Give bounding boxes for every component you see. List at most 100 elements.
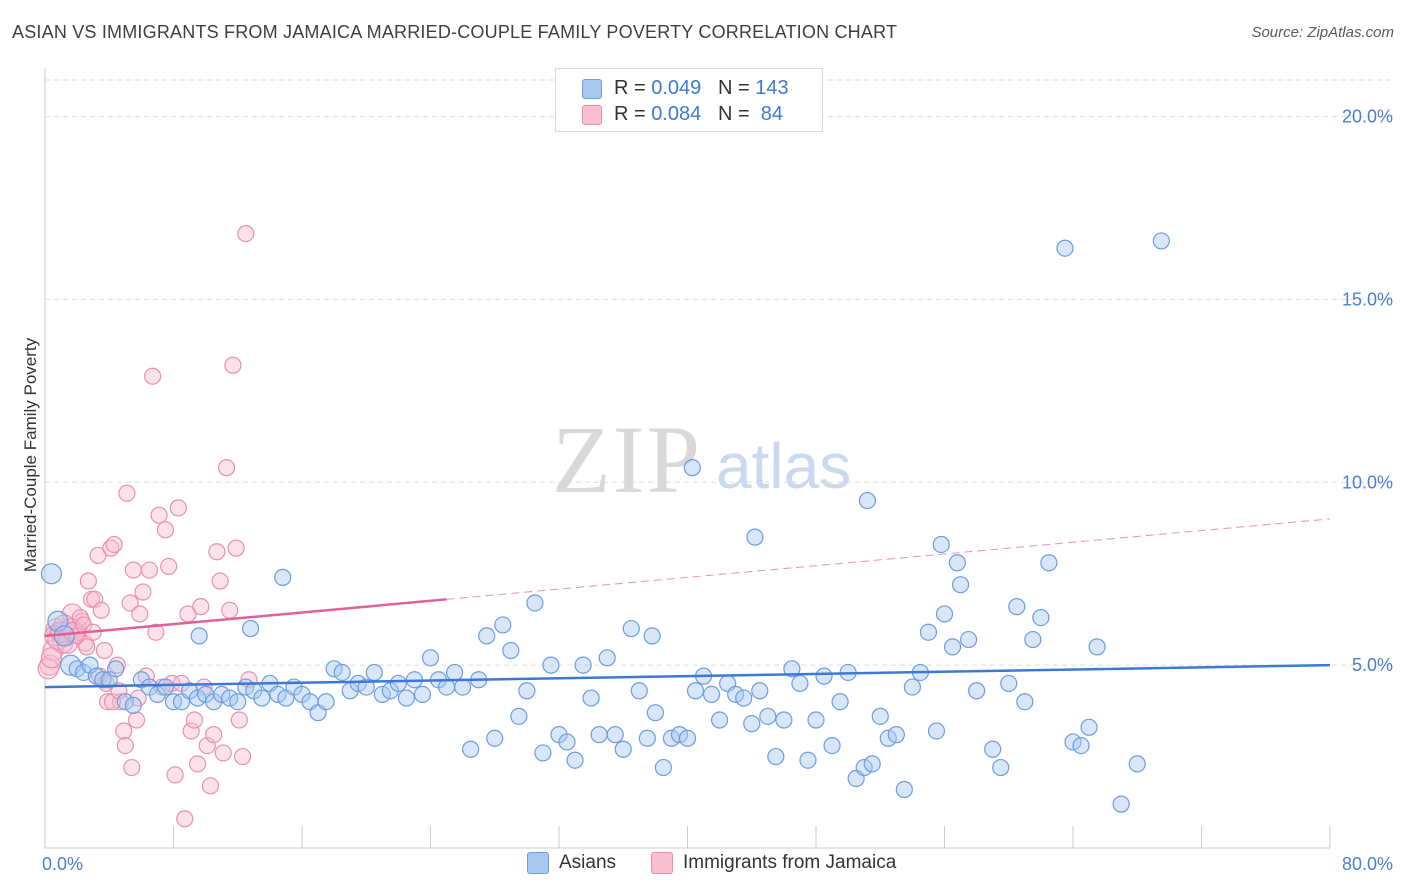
asian-point-64 <box>542 656 560 674</box>
asian-point-103 <box>855 758 873 777</box>
correlation-legend: R = 0.049 N = 143 R = 0.084 N = 84 <box>555 68 823 132</box>
jamaica-point-57 <box>224 356 242 374</box>
asian-point-100 <box>831 693 849 711</box>
asian-point-118 <box>984 740 1002 758</box>
jamaica-point-60 <box>233 747 252 766</box>
asian-point-124 <box>1032 608 1050 627</box>
legend-row-asians: R = 0.049 N = 143 <box>556 75 822 103</box>
asian-point-69 <box>582 689 600 707</box>
jamaica-point-75 <box>78 638 96 656</box>
asian-point-76 <box>638 729 656 747</box>
y-axis-title: Married-Couple Family Poverty <box>21 337 40 572</box>
y-tick-label-3: 20.0% <box>1342 107 1393 127</box>
asian-point-23 <box>213 685 231 704</box>
jamaica-point-28 <box>131 605 149 623</box>
asian-point-135 <box>948 554 966 572</box>
asian-point-131 <box>1128 755 1146 773</box>
asian-point-134 <box>858 491 877 510</box>
jamaica-point-42 <box>176 810 194 828</box>
asian-point-122 <box>1016 693 1034 711</box>
asian-point-52 <box>445 663 464 682</box>
asian-point-95 <box>791 674 809 693</box>
asian-point-45 <box>389 674 407 693</box>
asian-point-42 <box>365 663 383 682</box>
asian-point-71 <box>598 649 616 667</box>
jamaica-point-61 <box>237 225 255 243</box>
asian-point-138 <box>683 459 701 477</box>
jamaica-point-81 <box>116 736 134 755</box>
jamaica-point-82 <box>123 758 141 777</box>
source-label: Source: ZipAtlas.com <box>1251 24 1394 41</box>
jamaica-point-36 <box>156 521 175 539</box>
legend-row-jamaica: R = 0.084 N = 84 <box>556 101 822 129</box>
asian-point-84 <box>702 685 721 704</box>
jamaica-point-53 <box>211 572 229 590</box>
watermark: ZIP atlas <box>552 406 851 513</box>
asian-point-56 <box>478 627 496 645</box>
asian-point-125 <box>1040 554 1058 572</box>
jamaica-point-32 <box>144 367 162 385</box>
jamaica-point-24 <box>118 484 136 502</box>
asian-point-94 <box>783 660 801 678</box>
jamaica-point-44 <box>182 722 200 740</box>
asian-point-142 <box>274 568 292 586</box>
asian-point-88 <box>735 689 753 707</box>
jamaica-point-51 <box>205 726 223 744</box>
asian-point-115 <box>951 576 970 594</box>
asian-point-129 <box>1088 638 1106 656</box>
asian-swatch <box>582 79 602 99</box>
jamaica-point-56 <box>221 601 239 619</box>
asian-point-127 <box>1072 736 1090 755</box>
asian-point-74 <box>622 619 640 638</box>
jamaica-point-33 <box>147 623 165 641</box>
watermark-zip: ZIP <box>552 406 702 513</box>
asian-point-93 <box>775 711 793 729</box>
jamaica-point-29 <box>134 583 152 601</box>
jamaica-point-59 <box>230 711 248 729</box>
asian-point-111 <box>919 623 938 641</box>
asian-point-16 <box>156 678 175 696</box>
x-tick-label-max: 80.0% <box>1342 854 1393 874</box>
asian-point-20 <box>188 689 207 707</box>
asian-point-136 <box>1056 239 1074 257</box>
jamaica-point-49 <box>198 736 216 755</box>
asian-point-113 <box>935 605 954 623</box>
jamaica-point-17 <box>95 641 114 660</box>
asian-point-46 <box>397 689 416 707</box>
jamaica-point-18 <box>99 693 117 711</box>
jamaica-point-52 <box>208 543 226 561</box>
asian-point-38 <box>333 663 351 682</box>
asian-point-89 <box>743 715 761 733</box>
asian-point-82 <box>686 682 705 700</box>
asian-point-24 <box>221 689 239 707</box>
jamaica-point-16 <box>92 601 110 619</box>
asian-point-106 <box>879 729 897 747</box>
asian-point-6 <box>81 656 99 674</box>
asian-point-62 <box>526 594 544 612</box>
x-tick-label-min: 0.0% <box>42 854 83 874</box>
asian-point-67 <box>566 751 584 769</box>
axes <box>44 68 1331 849</box>
asian-point-132 <box>643 627 661 645</box>
asian-point-8 <box>94 671 112 689</box>
jamaica-point-39 <box>166 766 184 784</box>
jamaica-legend-swatch <box>651 852 673 874</box>
asian-point-87 <box>727 685 745 704</box>
jamaica-point-15 <box>89 546 107 565</box>
asians-legend-swatch <box>527 852 549 874</box>
asians-legend-label: Asians <box>559 852 617 873</box>
jamaica-point-45 <box>185 711 203 729</box>
asian-point-130 <box>1112 795 1130 813</box>
jamaica-point-25 <box>121 594 139 612</box>
asian-point-107 <box>887 726 905 744</box>
chart-title: ASIAN VS IMMIGRANTS FROM JAMAICA MARRIED… <box>12 22 898 42</box>
asian-point-77 <box>646 704 664 722</box>
asian-point-68 <box>574 656 592 674</box>
asian-point-25 <box>229 693 247 711</box>
jamaica-point-27 <box>127 711 146 729</box>
jamaica-trend-line <box>44 598 447 638</box>
asian-point-112 <box>927 722 946 740</box>
asian-point-12 <box>124 696 142 714</box>
asian-point-72 <box>606 726 624 744</box>
jamaica-point-64 <box>40 647 63 669</box>
